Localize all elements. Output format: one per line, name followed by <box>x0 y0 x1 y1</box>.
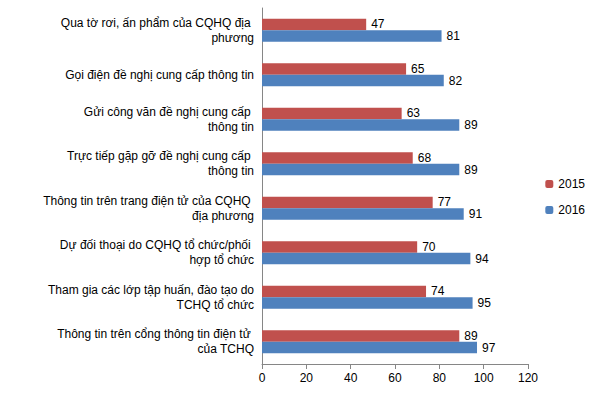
svg-text:Dự đối thoại do CQHQ tổ chức/p: Dự đối thoại do CQHQ tổ chức/phối <box>60 238 254 252</box>
svg-text:40: 40 <box>344 371 358 385</box>
svg-text:2016: 2016 <box>558 203 585 217</box>
svg-text:80: 80 <box>433 371 447 385</box>
svg-text:Thông tin trên cổng thông tin: Thông tin trên cổng thông tin điện tử <box>57 327 254 341</box>
svg-text:47: 47 <box>371 17 385 31</box>
svg-text:81: 81 <box>447 29 461 43</box>
svg-text:89: 89 <box>464 163 478 177</box>
svg-text:68: 68 <box>418 151 432 165</box>
svg-text:0: 0 <box>259 371 266 385</box>
svg-text:89: 89 <box>464 329 478 343</box>
svg-text:Gọi điện đề nghị cung cấp thôn: Gọi điện đề nghị cung cấp thông tin <box>65 68 254 82</box>
svg-text:Thông tin trên trang điện tử c: Thông tin trên trang điện tử của CQHQ <box>43 194 254 208</box>
svg-text:100: 100 <box>474 371 494 385</box>
svg-text:của TCHQ: của TCHQ <box>198 342 254 356</box>
svg-text:70: 70 <box>422 240 436 254</box>
svg-text:97: 97 <box>482 341 496 355</box>
svg-text:2015: 2015 <box>558 177 585 191</box>
svg-text:77: 77 <box>438 195 452 209</box>
svg-text:Tham gia các lớp tập huấn, đào: Tham gia các lớp tập huấn, đào tạo do <box>48 283 254 297</box>
svg-text:Trực tiếp gặp gỡ đề nghị cung: Trực tiếp gặp gỡ đề nghị cung cấp <box>67 149 254 163</box>
svg-text:91: 91 <box>469 207 483 221</box>
svg-text:63: 63 <box>407 106 421 120</box>
svg-text:60: 60 <box>388 371 402 385</box>
svg-text:Gửi công văn đề nghị cung cấp: Gửi công văn đề nghị cung cấp <box>84 105 254 119</box>
svg-text:94: 94 <box>475 252 489 266</box>
svg-text:Qua tờ rơi, ấn phẩm của CQHQ đ: Qua tờ rơi, ấn phẩm của CQHQ địa <box>61 16 254 30</box>
svg-text:hợp tổ chức: hợp tổ chức <box>189 253 254 267</box>
svg-text:20: 20 <box>300 371 314 385</box>
svg-text:thông tin: thông tin <box>208 164 254 178</box>
svg-text:địa phương: địa phương <box>192 209 254 223</box>
svg-text:95: 95 <box>478 296 492 310</box>
svg-text:65: 65 <box>411 62 425 76</box>
svg-text:phương: phương <box>211 31 254 45</box>
svg-text:74: 74 <box>431 284 445 298</box>
svg-text:thông tin: thông tin <box>208 120 254 134</box>
svg-text:TCHQ tổ chức: TCHQ tổ chức <box>174 298 255 312</box>
svg-text:89: 89 <box>464 118 478 132</box>
svg-text:120: 120 <box>518 371 538 385</box>
svg-text:82: 82 <box>449 74 463 88</box>
